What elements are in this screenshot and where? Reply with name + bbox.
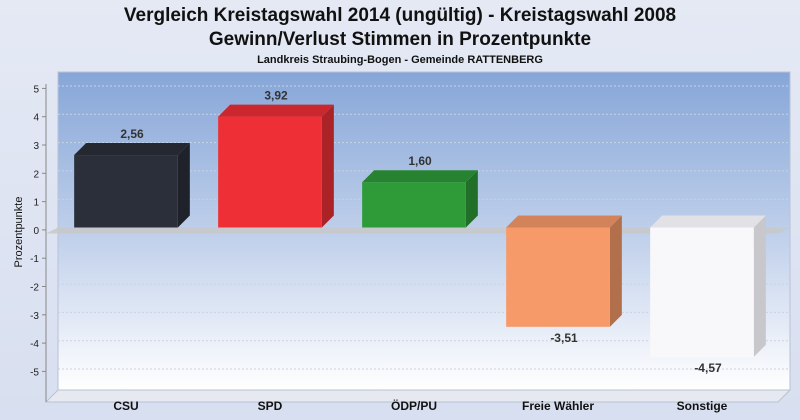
bar-sonstige: [650, 215, 766, 357]
chart-title-line1: Vergleich Kreistagswahl 2014 (ungültig) …: [123, 5, 677, 26]
bar-front: [650, 227, 754, 357]
y-tick-label: 0: [33, 226, 39, 237]
y-tick-label: -4: [30, 339, 39, 350]
chart-title-line2: Gewinn/Verlust Stimmen in Prozentpunkte: [208, 29, 592, 50]
y-axis-label: Prozentpunkte: [13, 197, 25, 268]
bar-ödp-pu: [362, 170, 478, 228]
y-tick-label: -2: [30, 283, 39, 294]
bar-side: [609, 215, 622, 327]
bar-freie-wähler: [506, 215, 622, 327]
bar-top: [74, 143, 190, 156]
y-tick-label: 2: [33, 169, 39, 180]
y-tick-label: 5: [33, 84, 39, 95]
plot-floor: [44, 389, 792, 403]
y-tick-label: -3: [30, 311, 39, 322]
bar-csu: [74, 143, 190, 228]
data-label: -3,51: [550, 331, 578, 345]
chart-subtitle: Landkreis Straubing-Bogen - Gemeinde RAT…: [257, 54, 543, 66]
x-tick-label: SPD: [258, 399, 283, 413]
bar-front: [362, 182, 466, 228]
bar-front: [74, 155, 178, 228]
x-tick-label: Freie Wähler: [522, 399, 594, 413]
bar-front: [506, 227, 610, 327]
data-label: -4,57: [694, 361, 722, 375]
x-tick-label: Sonstige: [677, 399, 728, 413]
y-tick-label: 3: [33, 141, 39, 152]
bar-side: [321, 104, 334, 228]
data-label: 2,56: [120, 127, 144, 141]
bar-top: [650, 215, 766, 228]
bar-top: [362, 170, 478, 183]
bar-front: [218, 116, 322, 228]
y-tick-label: 4: [33, 113, 39, 124]
bar-side: [465, 170, 478, 228]
x-tick-label: ÖDP/PU: [391, 398, 437, 413]
data-label: 3,92: [264, 89, 288, 103]
bar-top: [506, 215, 622, 228]
x-tick-label: CSU: [113, 399, 138, 413]
bar-side: [177, 143, 190, 228]
bar-spd: [218, 104, 334, 228]
y-tick-label: 1: [33, 198, 39, 209]
data-label: 1,60: [408, 154, 432, 168]
y-tick-label: -5: [30, 367, 39, 378]
bar-top: [218, 104, 334, 117]
bar-side: [753, 215, 766, 357]
y-tick-label: -1: [30, 254, 39, 265]
